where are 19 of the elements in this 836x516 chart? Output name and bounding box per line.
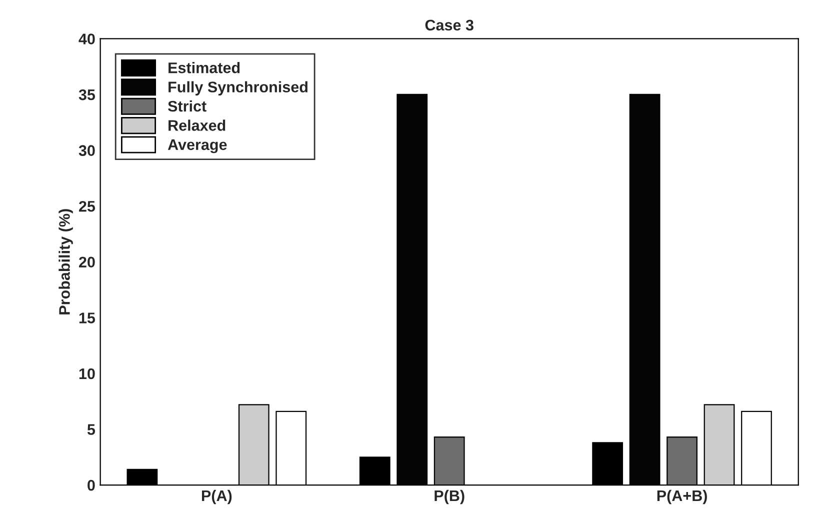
x-tick-label: P(A+B) (657, 490, 707, 504)
y-tick-label: 35 (78, 89, 96, 100)
y-tick-label: 40 (78, 34, 95, 44)
y-tick-label: 0 (88, 480, 95, 491)
y-tick-label: 10 (79, 368, 95, 380)
legend-label: Relaxed (168, 120, 226, 131)
y-tick-label: 5 (87, 424, 96, 435)
y-tick-label: 30 (78, 145, 95, 156)
x-tick-label: P(B) (434, 490, 464, 504)
chart-title: Case 3 (425, 20, 474, 31)
y-tick-label: 15 (79, 312, 96, 324)
legend-label: Average (168, 139, 227, 154)
y-tick-label: 25 (78, 200, 96, 212)
legend-label: Strict (168, 100, 206, 112)
y-axis-title: Probability (%) (58, 209, 73, 314)
legend-label: Fully Synchronised (168, 81, 308, 96)
y-tick-label: 20 (78, 256, 95, 268)
legend-label: Estimated (168, 62, 240, 74)
x-tick-label: P(A) (202, 490, 232, 504)
